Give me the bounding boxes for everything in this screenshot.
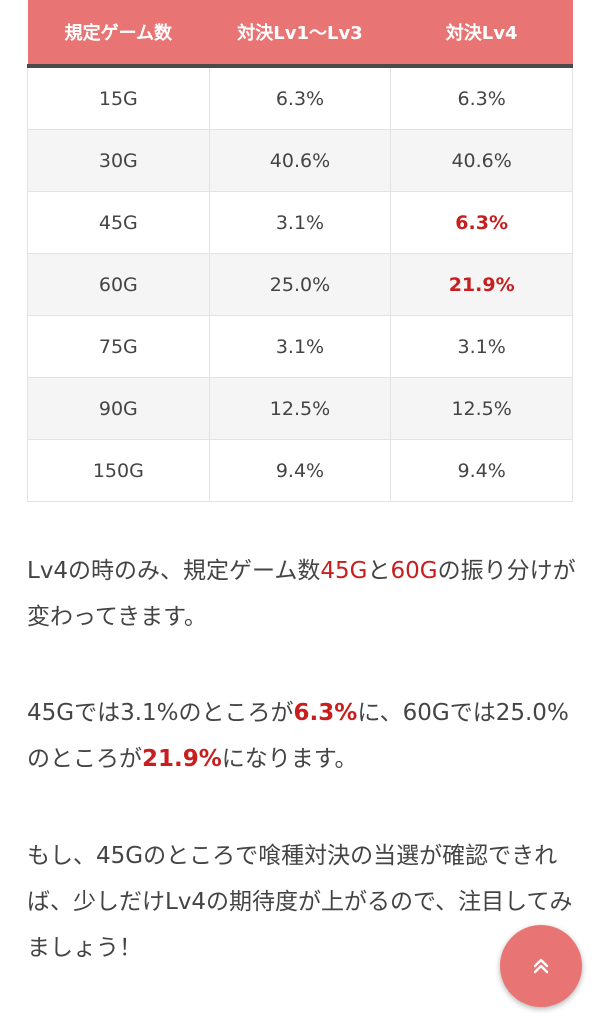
paragraph-text: になります。 <box>221 746 358 772</box>
table-row: 15G 6.3% 6.3% <box>27 65 573 130</box>
cell-games: 60G <box>27 253 210 316</box>
highlight-45g: 45G <box>320 558 368 584</box>
cell-lv4: 9.4% <box>390 439 573 502</box>
cell-games: 15G <box>27 65 210 130</box>
paragraph-advice: もし、45Gのところで喰種対決の当選が確認できれば、少しだけLv4の期待度が上が… <box>27 833 579 971</box>
double-chevron-up-icon <box>533 958 549 974</box>
cell-lv1-3: 6.3% <box>208 65 392 130</box>
cell-lv4: 21.9% <box>390 253 573 316</box>
highlight-60g: 60G <box>390 558 438 584</box>
cell-lv1-3: 9.4% <box>208 439 392 502</box>
cell-lv4: 12.5% <box>390 377 573 440</box>
cell-games: 75G <box>27 315 210 378</box>
probability-table: 規定ゲーム数 対決Lv1〜Lv3 対決Lv4 15G 6.3% 6.3% 30G 40.… <box>27 0 573 502</box>
cell-games: 90G <box>27 377 210 440</box>
paragraph-percent-change: 45Gでは3.1%のところが6.3%に、60Gでは25.0%のところが21.9%… <box>27 690 579 782</box>
paragraph-lv4-distribution: Lv4の時のみ、規定ゲーム数45Gと60Gの振り分けが変わってきます。 <box>27 548 579 640</box>
cell-lv4: 6.3% <box>390 191 573 254</box>
cell-lv1-3: 40.6% <box>208 129 392 192</box>
cell-lv1-3: 3.1% <box>208 315 392 378</box>
highlight-21-9: 21.9% <box>142 746 222 772</box>
cell-games: 30G <box>27 129 210 192</box>
paragraph-text: Lv4の時のみ、規定ゲーム数 <box>27 558 321 584</box>
probability-table-container: 規定ゲーム数 対決Lv1〜Lv3 対決Lv4 15G 6.3% 6.3% 30G 40.… <box>27 0 573 502</box>
highlight-6-3: 6.3% <box>293 700 358 726</box>
header-lv4: 対決Lv4 <box>390 0 573 68</box>
cell-lv4: 40.6% <box>390 129 573 192</box>
paragraph-text: もし、45Gのところで喰種対決の当選が確認できれば、少しだけLv4の期待度が上が… <box>27 843 573 961</box>
table-row: 45G 3.1% 6.3% <box>27 191 573 254</box>
paragraph-text: と <box>367 558 391 584</box>
table-row: 90G 12.5% 12.5% <box>27 377 573 440</box>
cell-lv1-3: 3.1% <box>208 191 392 254</box>
cell-lv1-3: 25.0% <box>208 253 392 316</box>
paragraph-text: 45Gでは3.1%のところが <box>27 700 294 726</box>
table-header-row: 規定ゲーム数 対決Lv1〜Lv3 対決Lv4 <box>27 0 573 68</box>
paragraph-text: に、60Gでは25.0%のところが <box>27 700 569 772</box>
header-lv1-3: 対決Lv1〜Lv3 <box>209 0 391 68</box>
table-body: 15G 6.3% 6.3% 30G 40.6% 40.6% 45G 3.1% 6.3% 60G 25… <box>27 65 573 502</box>
scroll-to-top-button[interactable] <box>500 925 582 1007</box>
paragraph-text: の振り分けが変わってきます。 <box>27 558 576 630</box>
table-row: 75G 3.1% 3.1% <box>27 315 573 378</box>
cell-lv1-3: 12.5% <box>208 377 392 440</box>
cell-games: 150G <box>27 439 210 502</box>
header-games: 規定ゲーム数 <box>27 0 210 68</box>
table-row: 60G 25.0% 21.9% <box>27 253 573 316</box>
cell-games: 45G <box>27 191 210 254</box>
table-row: 30G 40.6% 40.6% <box>27 129 573 192</box>
table-row: 150G 9.4% 9.4% <box>27 439 573 502</box>
cell-lv4: 3.1% <box>390 315 573 378</box>
cell-lv4: 6.3% <box>390 65 573 130</box>
